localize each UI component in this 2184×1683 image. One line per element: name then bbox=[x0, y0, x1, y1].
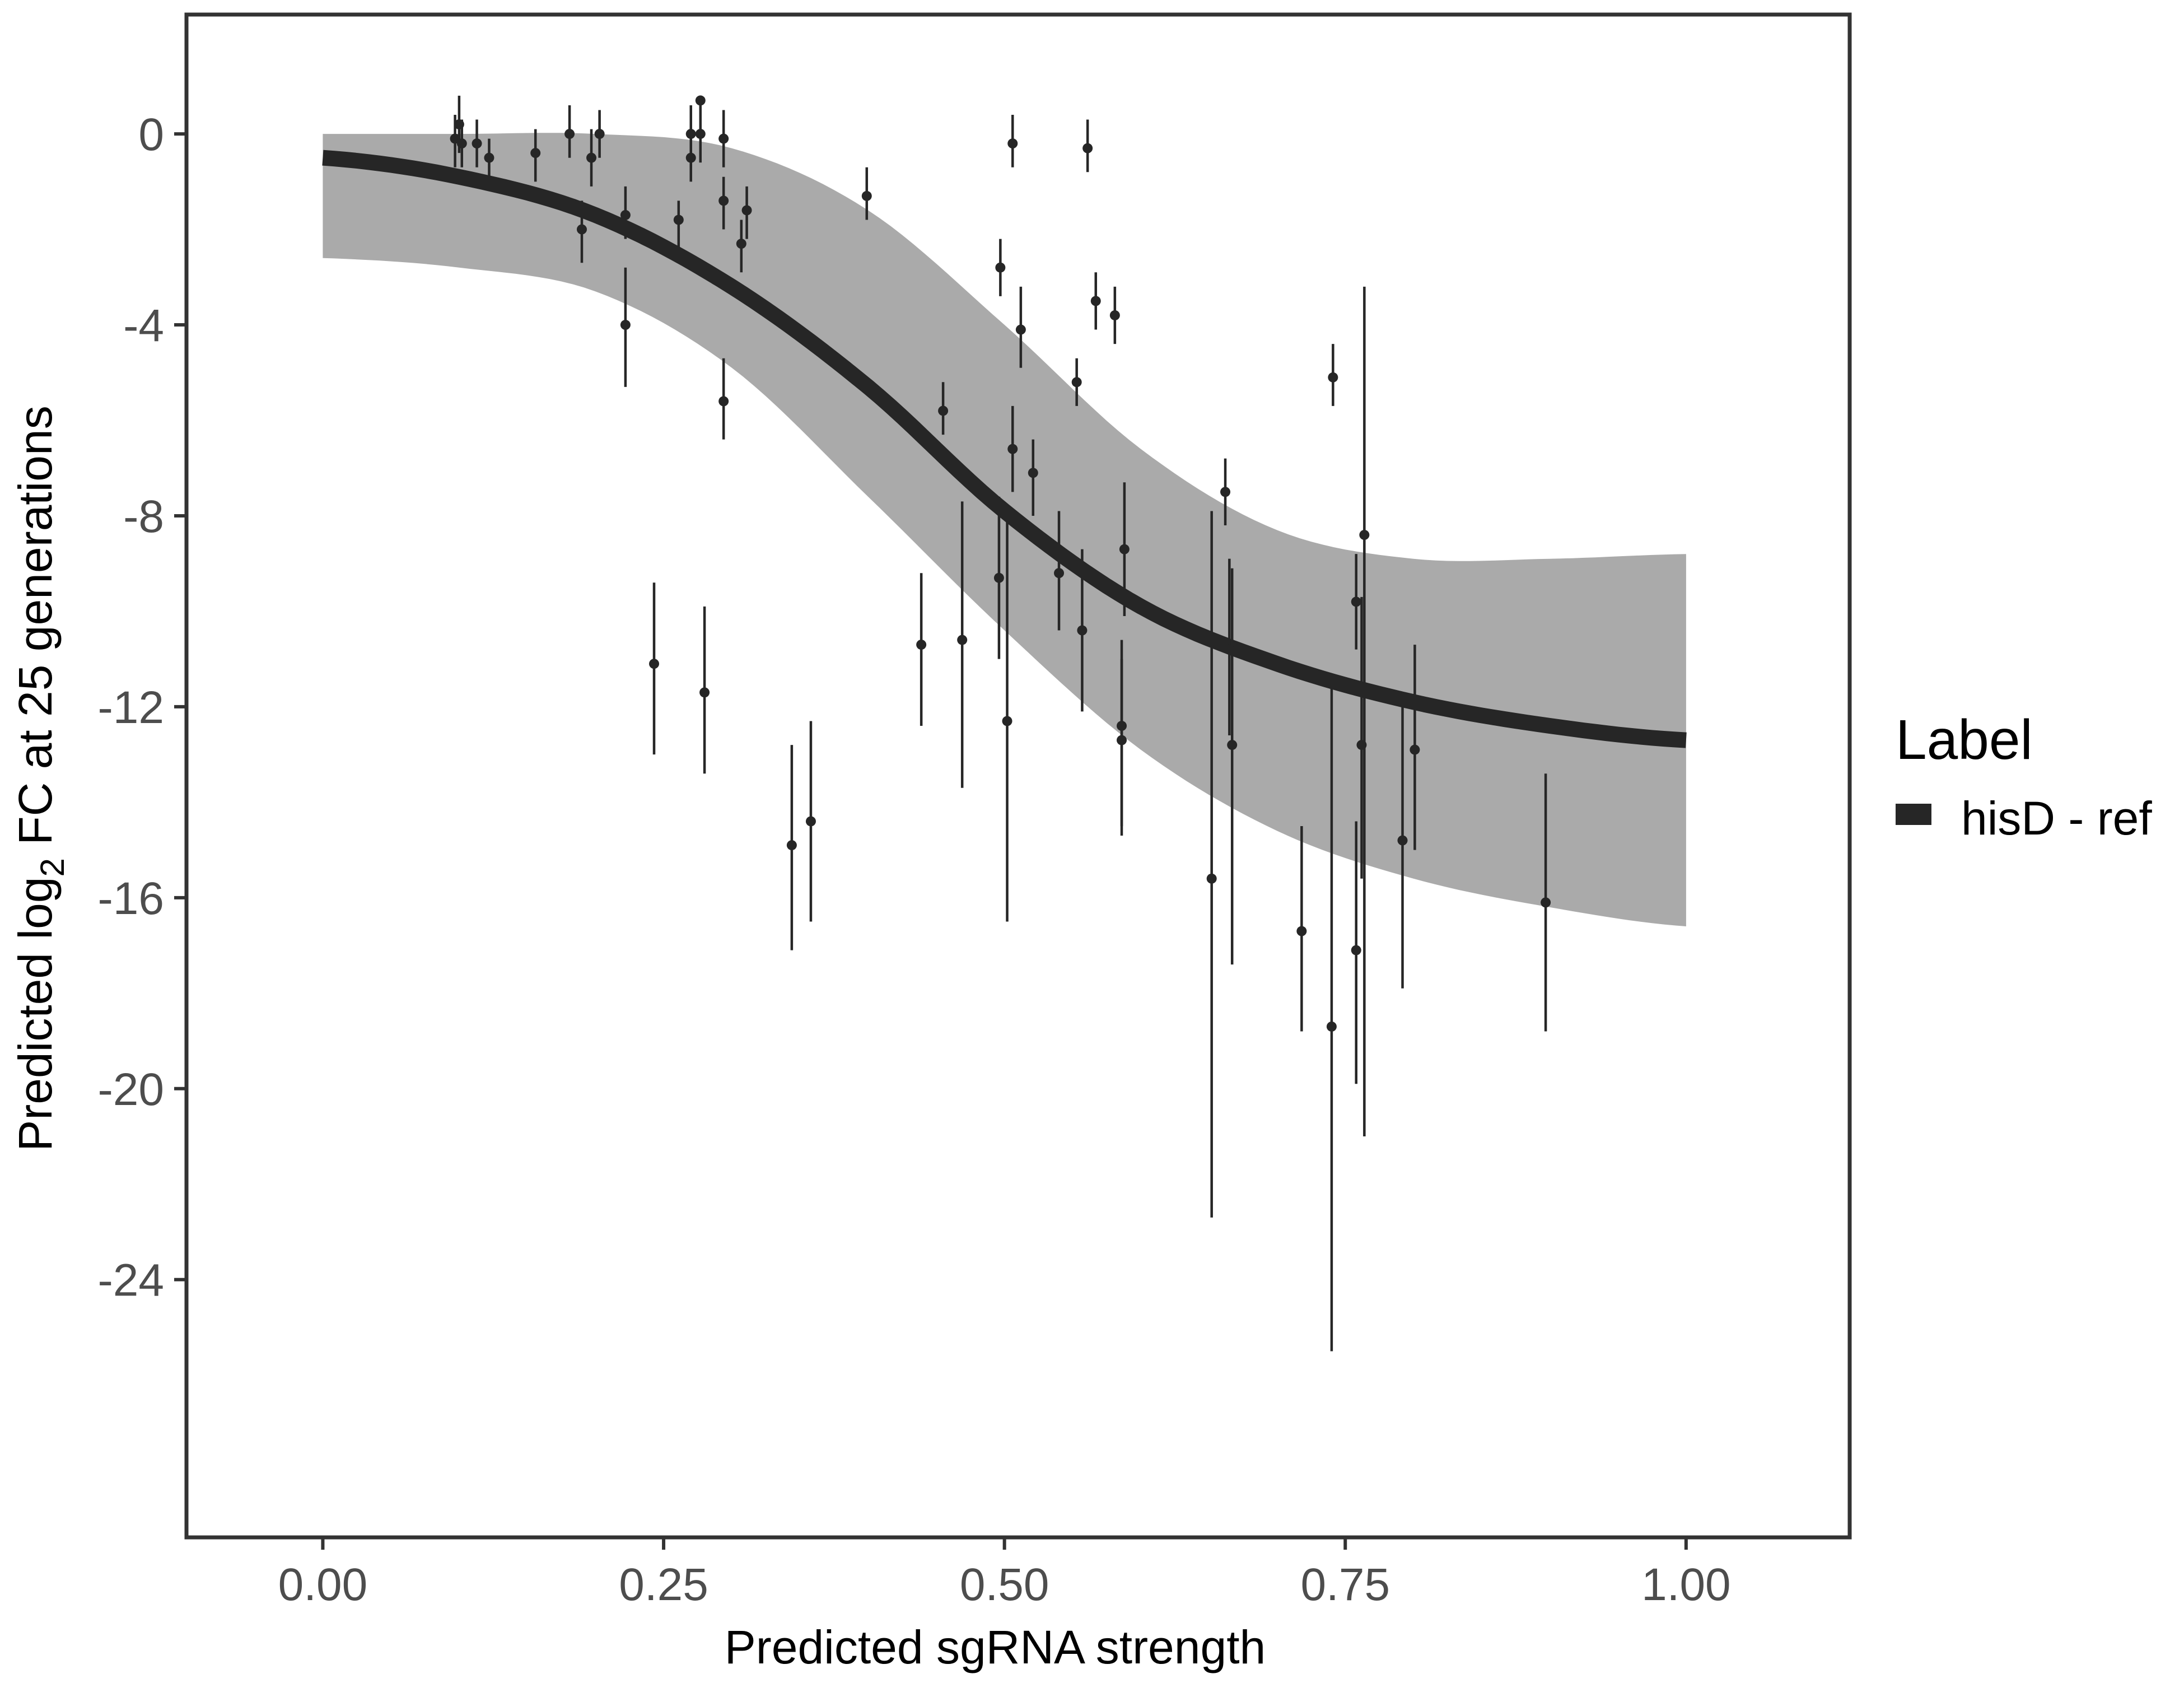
y-axis-title: Predicted log2 FC at 25 generations bbox=[9, 405, 71, 1151]
y-tick-label-3: -12 bbox=[97, 682, 164, 733]
x-tick-label-4: 1.00 bbox=[1641, 1559, 1731, 1610]
data-point-39 bbox=[1071, 377, 1082, 388]
data-point-29 bbox=[938, 405, 949, 416]
data-point-45 bbox=[1117, 735, 1127, 745]
x-tick-label-2: 0.50 bbox=[960, 1559, 1049, 1610]
data-point-59 bbox=[1410, 744, 1420, 755]
data-point-35 bbox=[1007, 138, 1018, 149]
data-point-19 bbox=[699, 687, 710, 698]
data-point-12 bbox=[620, 320, 631, 330]
uncertainty-band bbox=[323, 133, 1686, 927]
data-point-6 bbox=[530, 148, 541, 158]
data-point-27 bbox=[861, 190, 872, 201]
y-axis-title-prefix: Predicted log bbox=[9, 877, 62, 1151]
data-point-43 bbox=[1109, 310, 1120, 320]
data-point-30 bbox=[957, 635, 968, 645]
data-point-25 bbox=[786, 840, 797, 851]
data-point-8 bbox=[576, 224, 587, 235]
data-point-24 bbox=[741, 205, 752, 216]
data-point-18 bbox=[695, 129, 706, 139]
data-point-48 bbox=[1220, 487, 1231, 497]
y-axis: 0 -4 -8 -12 -16 -20 -24 bbox=[97, 109, 186, 1306]
data-point-42 bbox=[1090, 296, 1101, 306]
y-tick-label-0: 0 bbox=[138, 109, 164, 160]
data-point-28 bbox=[916, 640, 927, 650]
x-axis-title: Predicted sgRNA strength bbox=[725, 1621, 1266, 1673]
data-point-20 bbox=[718, 195, 729, 206]
y-axis-title-subscript: 2 bbox=[34, 858, 71, 877]
x-axis: 0.00 0.25 0.50 0.75 1.00 bbox=[278, 1537, 1731, 1610]
data-point-52 bbox=[1326, 1021, 1337, 1032]
uncertainty-band-layer bbox=[323, 133, 1686, 927]
data-point-9 bbox=[586, 152, 597, 163]
y-tick-label-5: -20 bbox=[97, 1064, 164, 1115]
data-point-10 bbox=[594, 129, 605, 139]
data-point-33 bbox=[1002, 716, 1012, 726]
data-point-54 bbox=[1351, 596, 1361, 607]
data-point-47 bbox=[1206, 873, 1217, 884]
data-point-46 bbox=[1119, 544, 1130, 554]
data-point-58 bbox=[1397, 835, 1408, 846]
legend-label-hisd-ref: hisD - ref bbox=[1961, 792, 2152, 845]
x-tick-label-0: 0.00 bbox=[278, 1559, 368, 1610]
data-point-22 bbox=[718, 396, 729, 407]
y-axis-title-suffix: FC at 25 generations bbox=[9, 405, 62, 858]
y-tick-label-1: -4 bbox=[123, 300, 164, 351]
y-tick-label-2: -8 bbox=[123, 491, 164, 542]
data-point-57 bbox=[1359, 530, 1370, 540]
x-tick-label-3: 0.75 bbox=[1300, 1559, 1390, 1610]
data-points-layer bbox=[450, 95, 1551, 1351]
data-point-11 bbox=[620, 209, 631, 220]
x-tick-label-1: 0.25 bbox=[619, 1559, 708, 1610]
panel-border bbox=[184, 12, 1852, 1540]
data-point-13 bbox=[649, 659, 660, 669]
legend-title: Label bbox=[1896, 708, 2033, 771]
data-point-3 bbox=[456, 138, 467, 149]
data-point-38 bbox=[1054, 568, 1065, 579]
data-point-31 bbox=[993, 572, 1004, 583]
fitted-curve-layer bbox=[322, 150, 1687, 748]
data-point-53 bbox=[1328, 372, 1338, 383]
y-tick-label-6: -24 bbox=[97, 1255, 164, 1306]
data-point-23 bbox=[736, 239, 746, 249]
data-point-60 bbox=[1541, 897, 1551, 908]
data-point-32 bbox=[995, 262, 1006, 273]
legend-key-hisd-ref bbox=[1896, 804, 1931, 825]
data-point-40 bbox=[1077, 625, 1088, 636]
data-point-51 bbox=[1296, 926, 1307, 936]
data-point-50 bbox=[1227, 740, 1238, 750]
legend: Label hisD - ref bbox=[1896, 708, 2152, 845]
fitted-curve-hisd-ref bbox=[322, 150, 1687, 748]
y-tick-label-4: -16 bbox=[97, 873, 164, 924]
data-point-34 bbox=[1007, 444, 1018, 454]
data-point-4 bbox=[472, 138, 482, 149]
data-point-5 bbox=[484, 152, 494, 163]
data-point-41 bbox=[1082, 143, 1093, 153]
data-point-16 bbox=[685, 152, 696, 163]
data-point-17 bbox=[695, 95, 706, 106]
data-point-14 bbox=[673, 215, 684, 225]
data-point-21 bbox=[718, 133, 729, 144]
data-point-7 bbox=[564, 129, 575, 139]
data-point-36 bbox=[1015, 324, 1026, 335]
data-point-37 bbox=[1028, 468, 1038, 478]
data-point-26 bbox=[805, 816, 816, 827]
data-point-55 bbox=[1351, 945, 1361, 955]
